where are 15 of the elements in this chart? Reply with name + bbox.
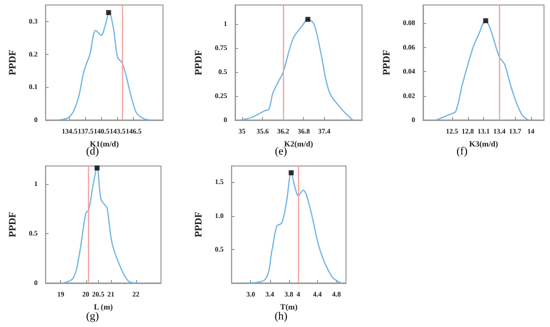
text: (e) — [274, 146, 288, 158]
text: (g) — [86, 310, 100, 322]
x-axis-title: T(m) — [280, 302, 298, 312]
text: (f) — [456, 146, 468, 158]
y-axis-title: PPDF — [8, 50, 18, 76]
y-axis-title: PPDF — [382, 50, 392, 76]
x-axis-title: L (m) — [94, 302, 114, 312]
y-axis-title: PPDF — [8, 212, 18, 238]
x-axis-title: K3(m/d) — [469, 139, 498, 148]
text: (h) — [274, 310, 288, 322]
x-axis-title: K2(m/d) — [284, 139, 314, 148]
y-axis-title: PPDF — [194, 50, 204, 76]
y-axis-title: PPDF — [194, 212, 204, 238]
text: (d) — [86, 146, 100, 158]
x-axis-title: K1(m/d) — [90, 139, 120, 148]
